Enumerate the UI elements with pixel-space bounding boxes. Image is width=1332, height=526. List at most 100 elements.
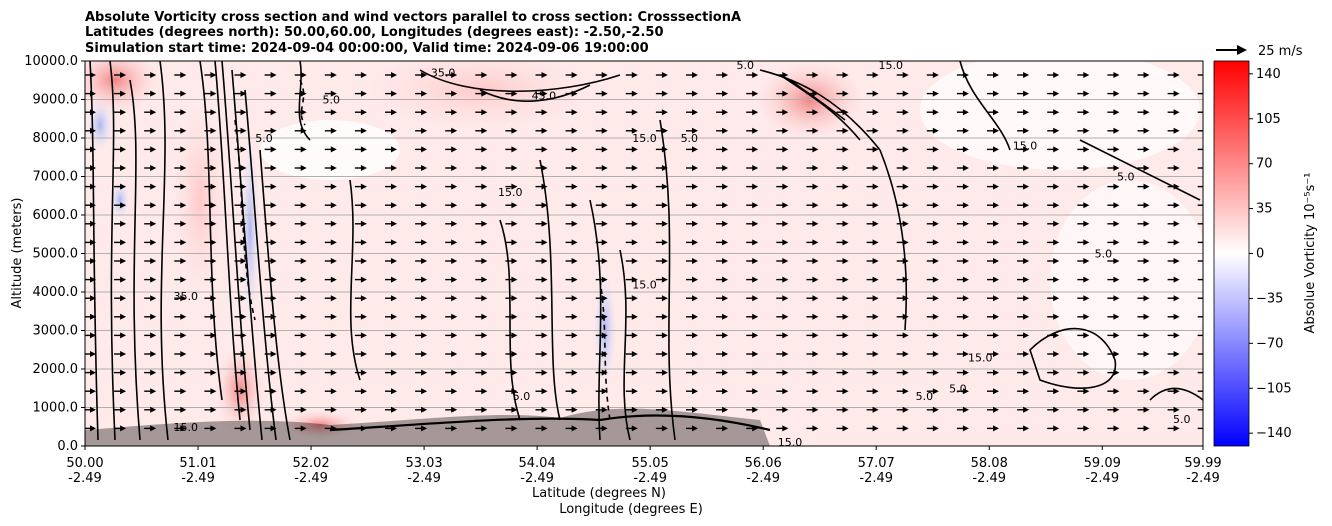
wind-vector-head	[1053, 127, 1060, 134]
wind-vector-head	[872, 258, 879, 264]
wind-vector-head	[1053, 406, 1060, 413]
wind-vector-head	[782, 72, 789, 78]
wind-vector-head	[842, 165, 849, 171]
wind-vector-head	[993, 276, 999, 283]
wind-vector-head	[782, 146, 789, 153]
wind-vector-head	[812, 351, 819, 357]
wind-vector-head	[330, 258, 337, 264]
wind-vector-head	[391, 127, 397, 134]
x-tick-label-lon: -2.49	[520, 471, 554, 486]
wind-vector-head	[842, 332, 849, 339]
wind-vector-head	[902, 406, 909, 413]
wind-vector-head	[240, 295, 247, 302]
wind-vector-head	[993, 406, 999, 413]
wind-vector-head	[842, 276, 849, 283]
contour-labels: 35.0 45.0 15.0 5.0 5.0 5.0 5.0 15.0 15.0 5.0 15.0 5…	[173, 61, 1190, 446]
wind-vector-head	[722, 313, 729, 320]
wind-vector-head	[90, 90, 96, 97]
wind-vector-head	[872, 109, 879, 116]
wind-vector-head	[120, 369, 127, 376]
wind-vector-head	[842, 127, 849, 134]
wind-vector-head	[1053, 220, 1060, 227]
colorbar-ticks: −140 −105 −70 −35 0 35 70 105 140	[1249, 67, 1292, 441]
wind-vector-head	[150, 183, 157, 190]
wind-vector-head	[150, 425, 157, 432]
wind-vector-head	[210, 183, 217, 190]
wind-vector-head	[360, 202, 367, 209]
wind-vector-head	[1023, 72, 1030, 78]
wind-vector-head	[661, 90, 668, 97]
wind-vector-head	[391, 332, 397, 339]
x-tick-label-lon: -2.49	[68, 471, 102, 486]
wind-vector-head	[993, 313, 999, 320]
wind-vector-head	[692, 369, 698, 376]
wind-vector-head	[661, 332, 668, 339]
wind-vector-head	[300, 165, 307, 171]
wind-vector-head	[962, 258, 969, 264]
wind-vector-head	[782, 295, 789, 302]
wind-vector-head	[1143, 313, 1150, 320]
wind-vector-head	[1143, 351, 1150, 357]
wind-vector-head	[451, 276, 458, 283]
wind-vector-head	[993, 239, 999, 246]
wind-vector-head	[902, 90, 909, 97]
wind-vector-head	[421, 127, 428, 134]
wind-vector-head	[1143, 295, 1150, 302]
colorbar-gradient	[1213, 60, 1250, 447]
wind-vector-head	[902, 313, 909, 320]
wind-vector-head	[240, 90, 247, 97]
wind-vector-head	[360, 127, 367, 134]
wind-vector-head	[120, 276, 127, 283]
wind-vector-head	[631, 146, 638, 153]
colorbar-tick-label: 105	[1256, 112, 1281, 127]
wind-vector-head	[511, 127, 518, 134]
wind-vector-head	[451, 72, 458, 78]
wind-vector-head	[812, 369, 819, 376]
wind-vector-head	[90, 295, 96, 302]
wind-vector-head	[692, 90, 698, 97]
wind-vector-head	[360, 276, 367, 283]
wind-vector-head	[1173, 276, 1180, 283]
contour-label: 5.0	[1117, 171, 1135, 184]
wind-vector-head	[993, 165, 999, 171]
wind-vector-head	[481, 72, 488, 78]
wind-vector-head	[1083, 109, 1090, 116]
wind-vector-head	[1204, 184, 1210, 190]
wind-vector-head	[752, 258, 759, 264]
wind-vector-head	[631, 313, 638, 320]
wind-vector-head	[300, 220, 307, 227]
wind-vector-head	[270, 258, 277, 264]
wind-vector-head	[1053, 90, 1060, 97]
wind-vector-head	[902, 388, 909, 395]
wind-vector-head	[270, 239, 277, 246]
wind-vector-head	[842, 369, 849, 376]
wind-vector-head	[210, 369, 217, 376]
wind-vector-head	[541, 369, 548, 376]
wind-vector-head	[1083, 332, 1090, 339]
wind-vector-head	[812, 313, 819, 320]
wind-vector-head	[330, 369, 337, 376]
wind-vector-head	[782, 165, 789, 171]
wind-vector-head	[541, 425, 548, 432]
wind-vector-head	[90, 313, 96, 320]
wind-vector-head	[481, 90, 488, 97]
wind-vector-head	[842, 72, 849, 78]
wind-vector-head	[872, 406, 879, 413]
wind-vector-head	[1023, 258, 1030, 264]
contour-label: 35.0	[173, 290, 198, 303]
wind-vector-head	[330, 388, 337, 395]
wind-vector-head	[601, 295, 608, 302]
wind-vector-head	[90, 369, 96, 376]
wind-vector-head	[932, 72, 939, 78]
wind-vector-head	[601, 313, 608, 320]
wind-vector-head	[1113, 127, 1120, 134]
wind-vector-head	[902, 146, 909, 153]
wind-vector-head	[842, 351, 849, 357]
wind-vector-head	[270, 295, 277, 302]
wind-vector-head	[1083, 313, 1090, 320]
wind-vector-head	[1023, 146, 1030, 153]
wind-vector-head	[692, 276, 698, 283]
wind-vector-head	[601, 258, 608, 264]
wind-vector-head	[421, 90, 428, 97]
